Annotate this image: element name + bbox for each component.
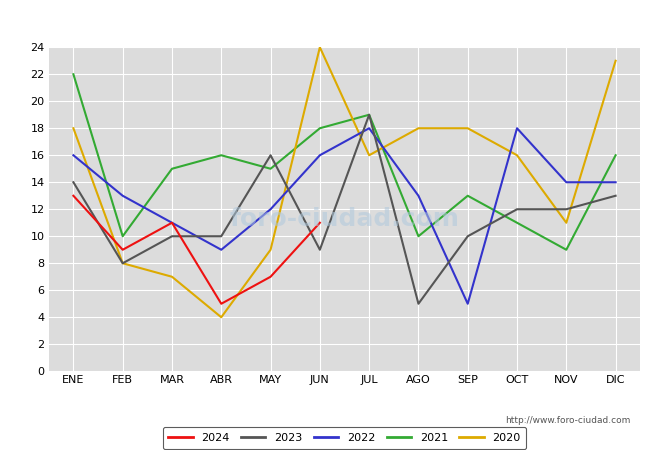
Text: foro-ciudad.com: foro-ciudad.com (229, 207, 460, 231)
Text: http://www.foro-ciudad.com: http://www.foro-ciudad.com (505, 416, 630, 425)
Legend: 2024, 2023, 2022, 2021, 2020: 2024, 2023, 2022, 2021, 2020 (162, 427, 526, 449)
Text: Matriculaciones de Vehiculos en Quintanar del Rey: Matriculaciones de Vehiculos en Quintana… (114, 10, 536, 28)
